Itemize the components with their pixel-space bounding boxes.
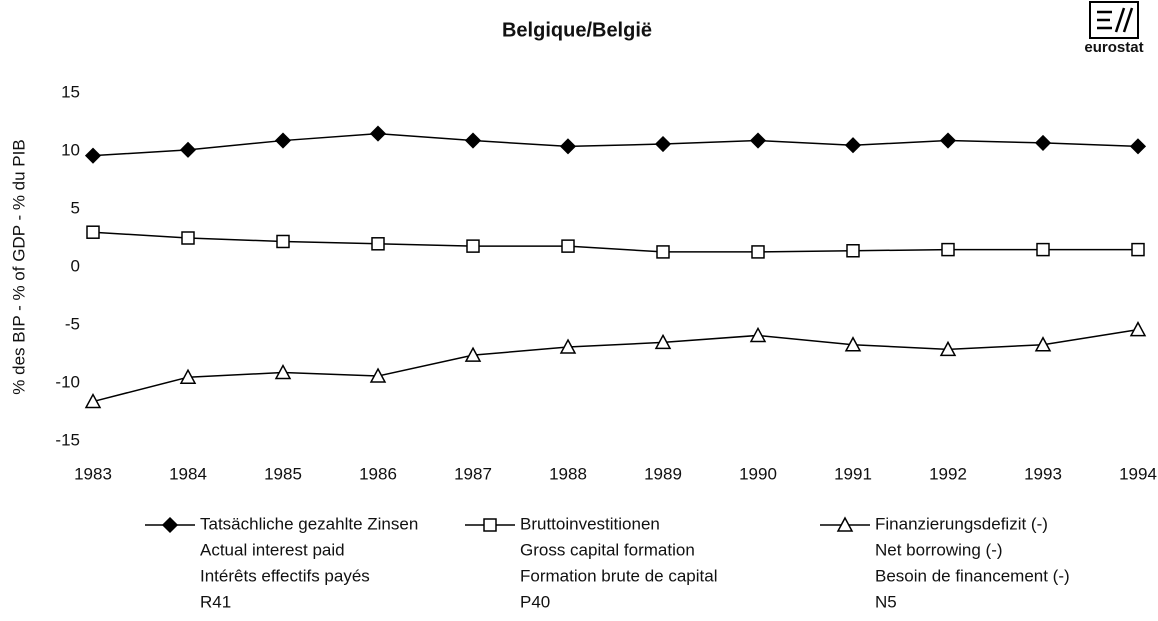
marker bbox=[654, 333, 672, 350]
series-line bbox=[92, 328, 1139, 403]
y-tick-label: 10 bbox=[61, 140, 80, 159]
legend-label: Net borrowing (-) bbox=[875, 540, 1003, 559]
x-tick-label: 1989 bbox=[644, 464, 682, 483]
marker bbox=[846, 244, 860, 258]
logo-box bbox=[1089, 1, 1139, 39]
logo: eurostat bbox=[1084, 1, 1144, 56]
logo-mark bbox=[1097, 7, 1134, 33]
marker bbox=[464, 132, 482, 149]
logo-text: eurostat bbox=[1084, 39, 1143, 56]
y-tick-label: -10 bbox=[55, 372, 80, 391]
chart-title: Belgique/België bbox=[502, 19, 652, 41]
marker bbox=[274, 132, 292, 149]
legend-label: P40 bbox=[520, 592, 550, 611]
marker bbox=[466, 239, 480, 253]
marker bbox=[749, 326, 767, 343]
x-tick-label: 1993 bbox=[1024, 464, 1062, 483]
marker bbox=[369, 367, 387, 383]
x-tick-label: 1992 bbox=[929, 464, 967, 483]
marker bbox=[844, 336, 862, 352]
legend-marker bbox=[161, 516, 179, 534]
x-tick-label: 1985 bbox=[264, 464, 302, 483]
marker bbox=[559, 338, 577, 354]
marker bbox=[371, 237, 385, 251]
legend-label: Bruttoinvestitionen bbox=[520, 514, 660, 533]
legend-label: N5 bbox=[875, 592, 897, 611]
marker bbox=[559, 138, 577, 155]
marker bbox=[1131, 242, 1145, 257]
legend-label: Finanzierungsdefizit (-) bbox=[875, 514, 1048, 533]
legend-marker bbox=[836, 516, 854, 532]
x-tick-label: 1987 bbox=[454, 464, 492, 483]
marker bbox=[1036, 242, 1050, 257]
x-tick-label: 1990 bbox=[739, 464, 777, 483]
x-tick-label: 1984 bbox=[169, 464, 207, 483]
x-tick-label: 1991 bbox=[834, 464, 872, 483]
x-tick-label: 1988 bbox=[549, 464, 587, 483]
y-tick-label: -5 bbox=[65, 314, 80, 333]
marker bbox=[939, 340, 957, 357]
marker bbox=[274, 363, 292, 380]
marker bbox=[939, 132, 957, 149]
legend-label: Besoin de financement (-) bbox=[875, 566, 1070, 585]
y-tick-label: -15 bbox=[55, 430, 80, 449]
x-tick-label: 1986 bbox=[359, 464, 397, 483]
marker bbox=[84, 392, 102, 409]
marker bbox=[86, 225, 100, 239]
marker bbox=[751, 245, 765, 259]
y-axis-label: % des BIP - % of GDP - % du PIB bbox=[9, 139, 28, 394]
x-tick-label: 1994 bbox=[1119, 464, 1157, 483]
y-tick-label: 15 bbox=[61, 82, 80, 101]
marker bbox=[1129, 321, 1147, 337]
marker bbox=[276, 234, 290, 249]
marker bbox=[1034, 336, 1052, 352]
x-tick-label: 1983 bbox=[74, 464, 112, 483]
legend-label: Actual interest paid bbox=[200, 540, 345, 559]
y-tick-label: 5 bbox=[71, 198, 80, 217]
marker bbox=[654, 135, 672, 153]
marker bbox=[84, 147, 102, 164]
legend-label: Tatsächliche gezahlte Zinsen bbox=[200, 514, 418, 533]
marker bbox=[844, 137, 862, 154]
marker bbox=[179, 141, 197, 158]
marker bbox=[181, 231, 195, 245]
series-line bbox=[92, 231, 1138, 253]
marker bbox=[369, 125, 387, 142]
marker bbox=[941, 242, 955, 257]
series-line bbox=[92, 132, 1139, 157]
y-tick-label: 0 bbox=[71, 256, 80, 275]
marker bbox=[1129, 138, 1147, 155]
legend-label: R41 bbox=[200, 592, 231, 611]
marker bbox=[179, 368, 197, 384]
legend-label: Intérêts effectifs payés bbox=[200, 566, 370, 585]
marker bbox=[749, 132, 767, 149]
legend-label: Formation brute de capital bbox=[520, 566, 718, 585]
marker bbox=[561, 239, 575, 253]
marker bbox=[656, 245, 670, 259]
legend-marker bbox=[483, 518, 497, 532]
marker bbox=[1034, 134, 1052, 151]
marker bbox=[464, 346, 482, 362]
legend-label: Gross capital formation bbox=[520, 540, 695, 559]
